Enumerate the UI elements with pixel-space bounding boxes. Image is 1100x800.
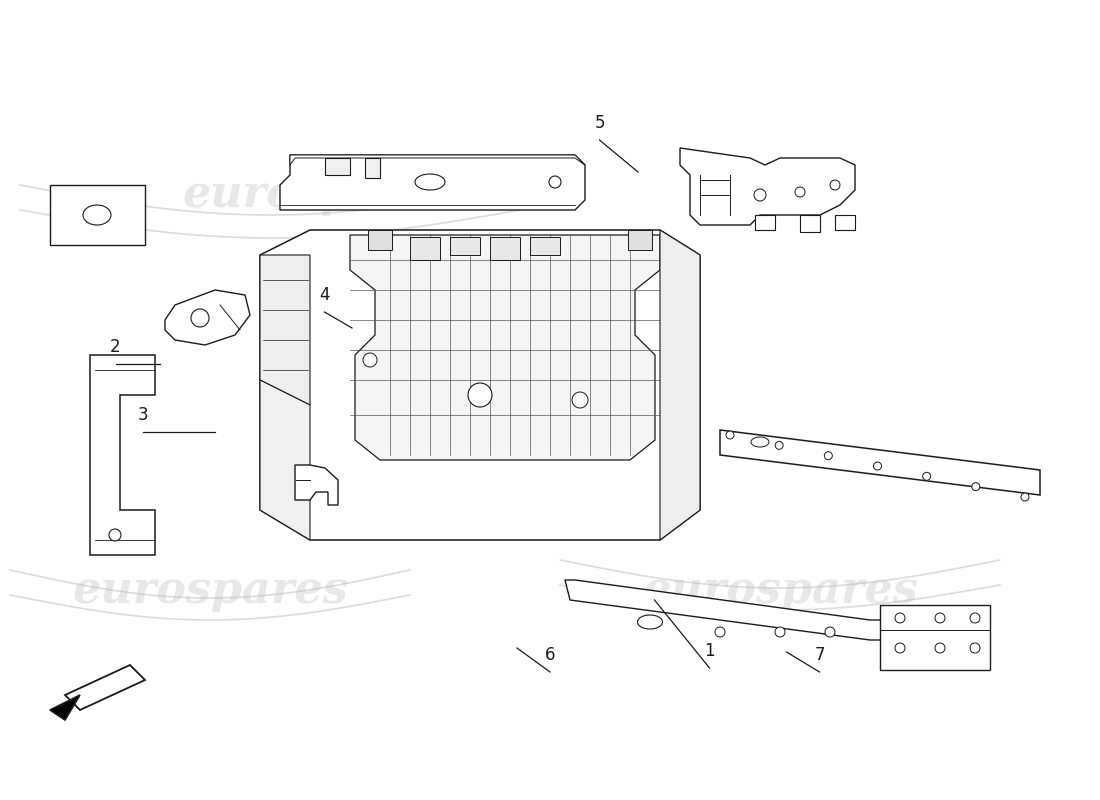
Polygon shape bbox=[660, 230, 700, 540]
Polygon shape bbox=[365, 158, 380, 178]
Circle shape bbox=[468, 383, 492, 407]
Polygon shape bbox=[280, 155, 585, 210]
Circle shape bbox=[824, 452, 833, 460]
Circle shape bbox=[363, 353, 377, 367]
Polygon shape bbox=[290, 155, 585, 165]
Circle shape bbox=[970, 643, 980, 653]
Circle shape bbox=[825, 627, 835, 637]
Polygon shape bbox=[260, 255, 310, 405]
Polygon shape bbox=[800, 215, 820, 232]
Polygon shape bbox=[720, 430, 1040, 495]
Text: 7: 7 bbox=[814, 646, 825, 664]
Polygon shape bbox=[680, 148, 855, 225]
Circle shape bbox=[873, 462, 881, 470]
Text: 6: 6 bbox=[544, 646, 556, 664]
Circle shape bbox=[935, 613, 945, 623]
Circle shape bbox=[1021, 493, 1028, 501]
Circle shape bbox=[549, 176, 561, 188]
Text: 5: 5 bbox=[594, 114, 605, 132]
Circle shape bbox=[830, 180, 840, 190]
Circle shape bbox=[109, 529, 121, 541]
Text: 3: 3 bbox=[138, 406, 148, 424]
Polygon shape bbox=[410, 237, 440, 260]
Polygon shape bbox=[50, 695, 80, 720]
Polygon shape bbox=[755, 215, 775, 230]
Polygon shape bbox=[368, 230, 392, 250]
Circle shape bbox=[923, 472, 931, 480]
Text: 4: 4 bbox=[319, 286, 330, 304]
Polygon shape bbox=[880, 605, 990, 670]
Polygon shape bbox=[90, 355, 155, 555]
Circle shape bbox=[572, 392, 588, 408]
Circle shape bbox=[726, 431, 734, 439]
Circle shape bbox=[754, 189, 766, 201]
Circle shape bbox=[795, 187, 805, 197]
Circle shape bbox=[715, 627, 725, 637]
Polygon shape bbox=[628, 230, 652, 250]
Polygon shape bbox=[835, 215, 855, 230]
Circle shape bbox=[935, 643, 945, 653]
Circle shape bbox=[895, 613, 905, 623]
Polygon shape bbox=[565, 580, 980, 640]
Polygon shape bbox=[450, 237, 480, 255]
Polygon shape bbox=[260, 380, 310, 540]
Text: 1: 1 bbox=[704, 642, 715, 660]
Polygon shape bbox=[50, 185, 145, 245]
Polygon shape bbox=[165, 290, 250, 345]
Circle shape bbox=[776, 442, 783, 450]
Polygon shape bbox=[324, 158, 350, 175]
Text: eurospares: eurospares bbox=[183, 174, 458, 217]
Circle shape bbox=[970, 613, 980, 623]
Polygon shape bbox=[350, 235, 660, 460]
Polygon shape bbox=[260, 230, 700, 540]
Polygon shape bbox=[295, 465, 338, 505]
Polygon shape bbox=[65, 665, 145, 710]
Polygon shape bbox=[530, 237, 560, 255]
Text: eurospares: eurospares bbox=[642, 569, 917, 611]
Circle shape bbox=[191, 309, 209, 327]
Text: eurospares: eurospares bbox=[73, 569, 348, 611]
Polygon shape bbox=[490, 237, 520, 260]
Text: 2: 2 bbox=[110, 338, 121, 356]
Circle shape bbox=[971, 482, 980, 490]
Circle shape bbox=[895, 643, 905, 653]
Circle shape bbox=[776, 627, 785, 637]
